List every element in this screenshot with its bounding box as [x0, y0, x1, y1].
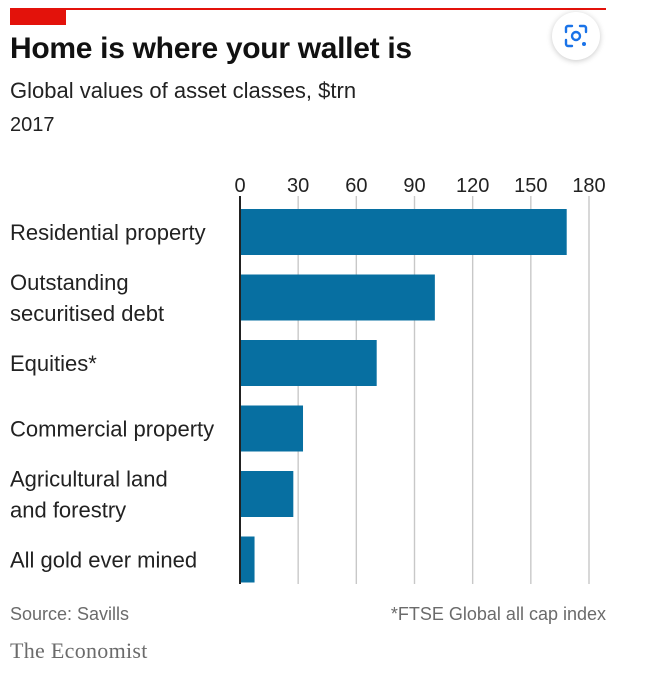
x-tick-label: 120: [456, 175, 489, 197]
bar: [240, 405, 304, 452]
x-tick-label: 0: [234, 175, 245, 197]
bar: [240, 536, 255, 583]
category-label: Commercial property: [10, 417, 214, 442]
category-label: Agricultural land and forestry: [10, 467, 168, 523]
chart-title: Home is where your wallet is: [10, 32, 412, 65]
economist-logo: The Economist: [10, 638, 148, 663]
x-tick-label: 90: [403, 175, 425, 197]
chart-subtitle: Global values of asset classes, $trn: [10, 78, 357, 103]
footnote: *FTSE Global all cap index: [390, 604, 606, 624]
bar: [240, 274, 435, 321]
x-tick-label: 150: [514, 175, 547, 197]
bar: [240, 209, 567, 255]
lens-search-icon: [564, 24, 588, 48]
bar: [240, 471, 294, 517]
category-label: All gold ever mined: [10, 548, 197, 573]
bar-chart: 0 30 60 90 120 150 180 Residential property Outs…: [10, 175, 606, 584]
red-brand-tab: [10, 8, 66, 25]
category-label: Outstanding securitised debt: [10, 270, 164, 326]
x-tick-label: 30: [287, 175, 309, 197]
source-note: Source: Savills: [10, 604, 130, 624]
category-label: Equities*: [10, 351, 97, 376]
x-tick-label: 60: [345, 175, 367, 197]
x-tick-label: 180: [572, 175, 605, 197]
top-accent-rule: [10, 8, 606, 10]
lens-search-button[interactable]: [552, 12, 600, 60]
category-label: Residential property: [10, 220, 206, 245]
bar: [240, 340, 377, 386]
chart-year: 2017: [10, 114, 55, 136]
